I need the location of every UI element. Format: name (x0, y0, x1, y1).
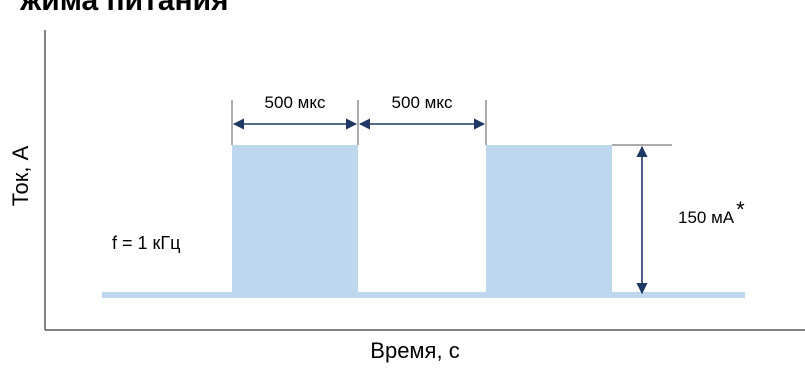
baseline-current (102, 292, 745, 298)
x-axis-label: Время, с (370, 338, 459, 363)
pulse-width-label: 500 мкс (265, 93, 326, 112)
page-title: жима питания (19, 0, 229, 17)
y-axis-label: Ток, А (8, 145, 33, 206)
pulse-1 (232, 145, 358, 295)
pulse-2 (486, 145, 612, 295)
amplitude-label: 150 мА* (678, 197, 745, 227)
frequency-label: f = 1 кГц (112, 233, 180, 253)
pulse-gap-label: 500 мкс (392, 93, 453, 112)
